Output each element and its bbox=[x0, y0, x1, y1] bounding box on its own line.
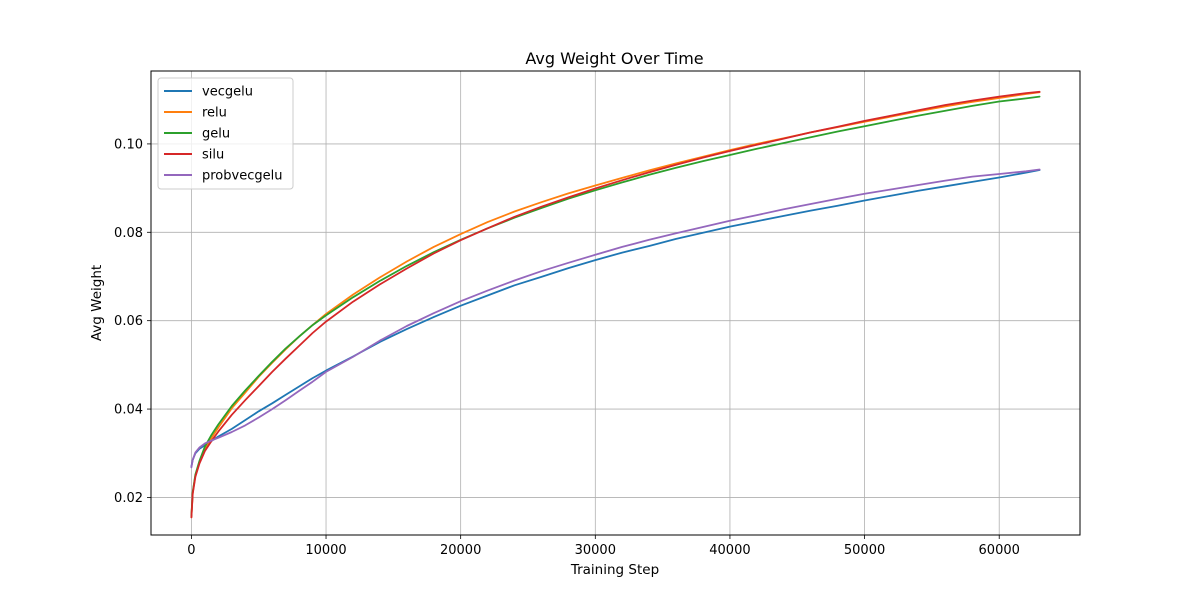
y-tick-label: 0.02 bbox=[114, 491, 143, 506]
x-tick-label: 30000 bbox=[575, 543, 616, 558]
legend-label-vecgelu: vecgelu bbox=[202, 85, 253, 100]
x-tick-label: 40000 bbox=[709, 543, 750, 558]
legend-label-relu: relu bbox=[202, 106, 227, 121]
x-tick-label: 50000 bbox=[844, 543, 885, 558]
y-tick-label: 0.06 bbox=[114, 314, 143, 329]
x-axis-ticks: 0 10000 20000 30000 40000 50000 60000 bbox=[187, 535, 1020, 558]
grid bbox=[151, 71, 1080, 535]
legend-label-probvecgelu: probvecgelu bbox=[202, 169, 282, 184]
series-line-probvecgelu bbox=[190, 168, 1041, 469]
x-tick-label: 60000 bbox=[979, 543, 1020, 558]
chart-title: Avg Weight Over Time bbox=[525, 49, 703, 68]
y-tick-label: 0.10 bbox=[114, 137, 143, 152]
plot-frame bbox=[150, 70, 1081, 536]
x-axis-label: Training Step bbox=[570, 562, 659, 578]
legend-box bbox=[157, 77, 294, 190]
x-tick-label: 10000 bbox=[305, 543, 346, 558]
y-tick-label: 0.04 bbox=[114, 403, 143, 418]
x-tick-label: 0 bbox=[187, 543, 195, 558]
x-tick-label: 20000 bbox=[440, 543, 481, 558]
legend-label-silu: silu bbox=[202, 148, 224, 163]
y-tick-label: 0.08 bbox=[114, 226, 143, 241]
series-line-silu bbox=[190, 90, 1041, 519]
legend: vecgelu relu gelu silu probvecgelu bbox=[157, 77, 294, 190]
y-axis-label: Avg Weight bbox=[89, 265, 105, 341]
series-line-vecgelu bbox=[190, 169, 1041, 468]
series-lines bbox=[190, 90, 1041, 519]
y-axis-ticks: 0.02 0.04 0.06 0.08 0.10 bbox=[114, 137, 151, 506]
legend-label-gelu: gelu bbox=[202, 127, 230, 142]
